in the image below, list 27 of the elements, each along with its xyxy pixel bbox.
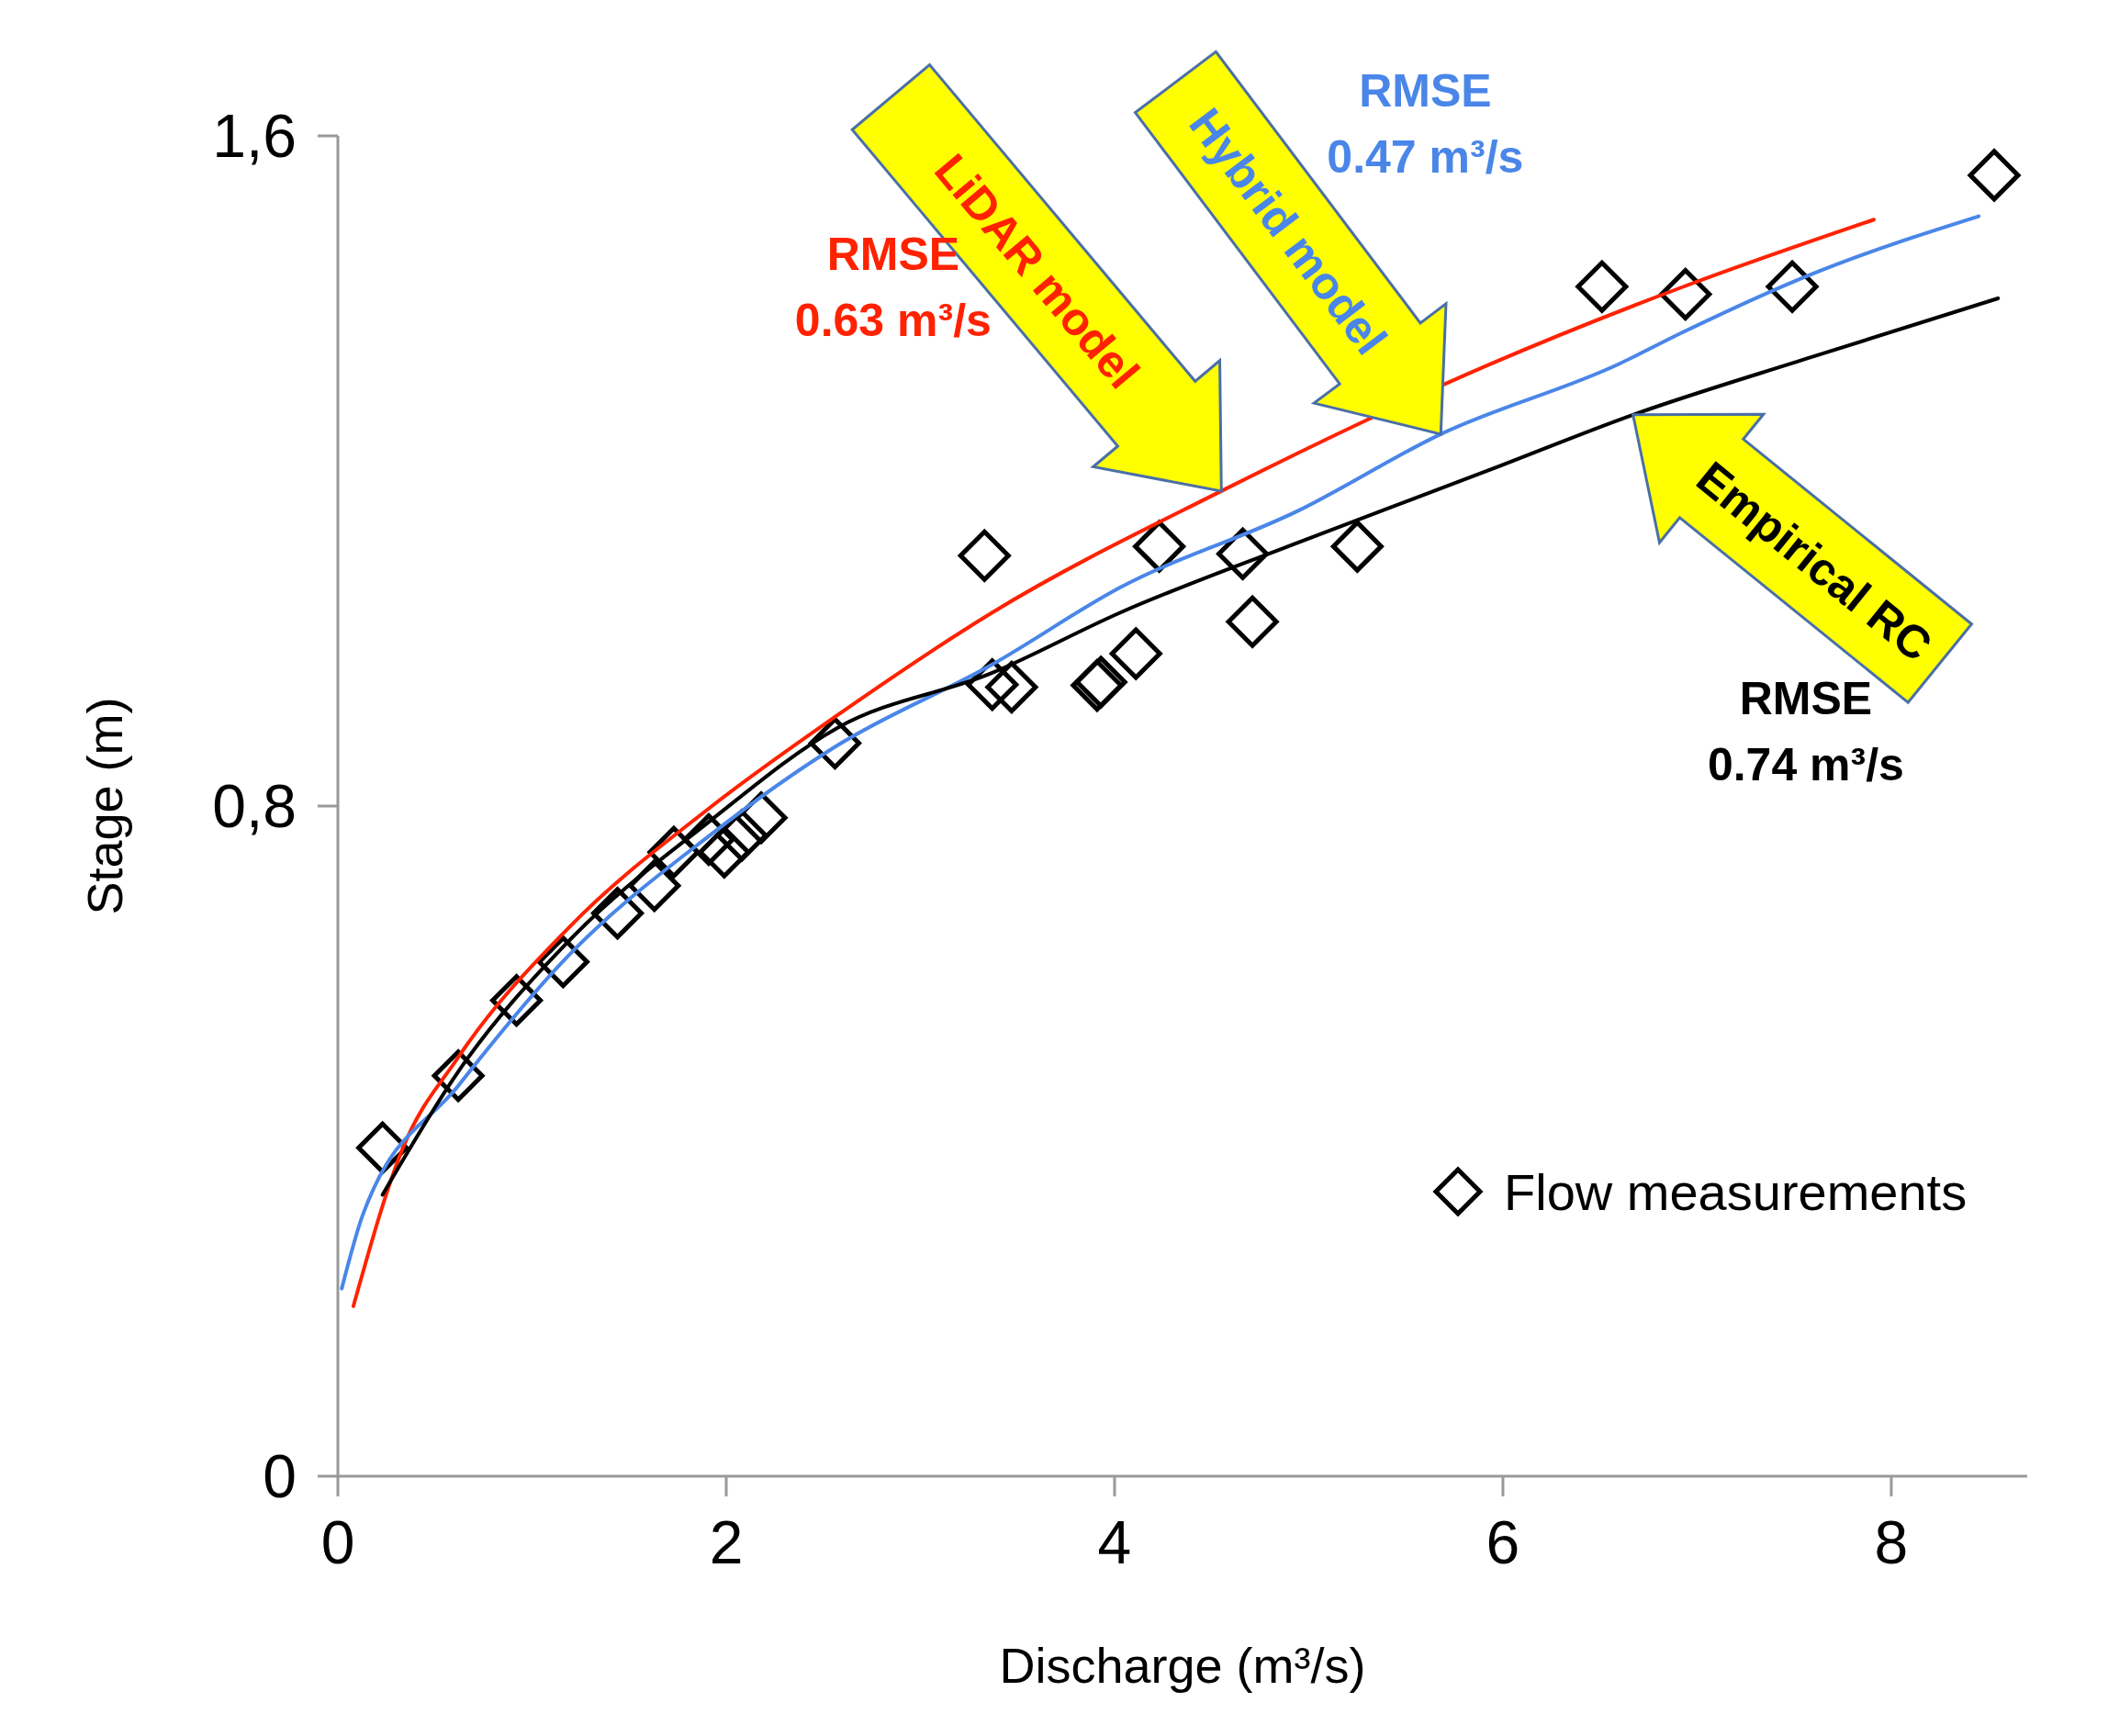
x-tick-label: 0 (320, 1508, 355, 1576)
point (1659, 267, 1712, 320)
point (628, 859, 681, 913)
point (1575, 260, 1629, 313)
x-axis-title: Discharge (m³/s) (999, 1638, 1366, 1693)
annotation: RMSE 0.47 m³/s (1327, 65, 1524, 184)
point (985, 660, 1038, 713)
point (1330, 520, 1384, 573)
annotation: RMSE 0.74 m³/s (1707, 672, 1904, 790)
legend-label: Flow measurements (1504, 1162, 1968, 1221)
point (1968, 149, 2021, 202)
point (591, 887, 645, 940)
point (1217, 527, 1270, 580)
y-tick-label: 1,6 (212, 102, 297, 170)
y-tick-label: 0,8 (212, 772, 297, 840)
x-tick-label: 6 (1486, 1508, 1520, 1576)
point (536, 935, 589, 989)
x-tick-label: 8 (1874, 1508, 1909, 1576)
x-tick-label: 2 (709, 1508, 744, 1576)
y-tick-label: 0 (263, 1442, 297, 1510)
y-axis-title: Stage (m) (77, 697, 132, 915)
point (1766, 260, 1819, 313)
point (1226, 595, 1279, 648)
point (808, 717, 861, 770)
x-tick-label: 4 (1097, 1508, 1132, 1576)
point (1109, 627, 1162, 680)
point (958, 529, 1011, 582)
